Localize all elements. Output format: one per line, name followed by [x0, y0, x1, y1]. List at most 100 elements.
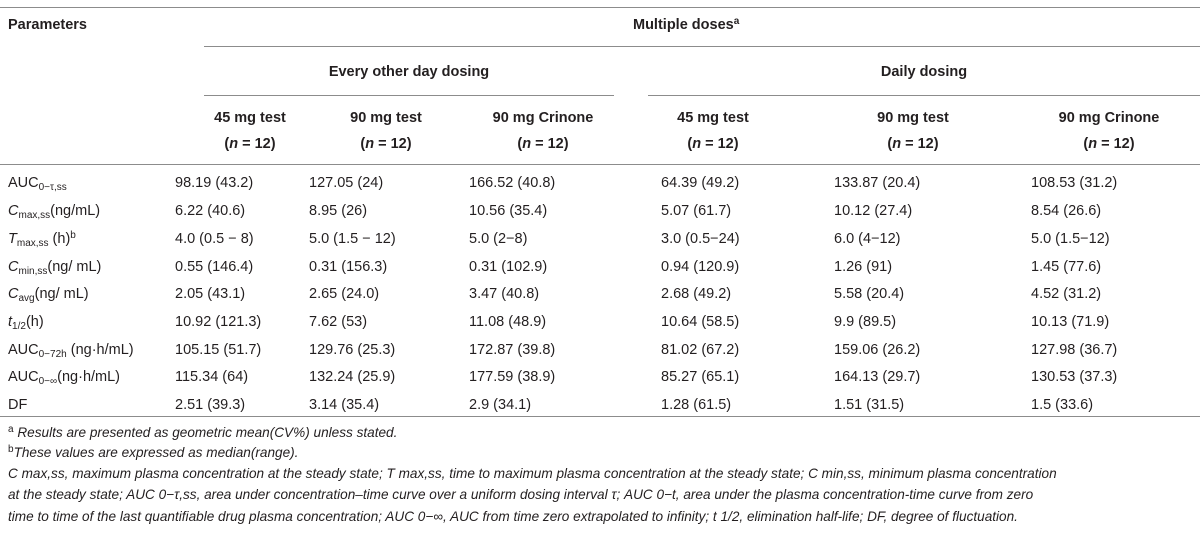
table-cell: 10.56 (35.4)	[469, 203, 548, 219]
table-cell: 64.39 (49.2)	[661, 175, 740, 191]
abbreviations-line-3: time to time of the last quantifiable dr…	[8, 509, 1018, 524]
table-cell: 2.65 (24.0)	[309, 286, 380, 302]
col-n: (n = 12)	[360, 136, 412, 152]
col-header-3: 90 mg Crinone (n = 12)	[463, 110, 623, 153]
col-header-6: 90 mg Crinone (n = 12)	[1029, 110, 1189, 153]
group-eod-header: Every other day dosing	[328, 64, 490, 80]
col-n: (n = 12)	[887, 136, 939, 152]
abbreviations-line-1: C max,ss, maximum plasma concentration a…	[8, 466, 1057, 481]
table-cell: 5.0 (1.5 − 12)	[309, 231, 396, 247]
col-dose: 45 mg test	[677, 110, 749, 126]
table-cell: 108.53 (31.2)	[1031, 175, 1118, 191]
table-cell: 115.34 (64)	[175, 369, 249, 385]
col-dose: 90 mg Crinone	[1058, 110, 1160, 126]
top-rule	[0, 7, 1200, 8]
table-cell: 98.19 (43.2)	[175, 175, 254, 191]
col-n: (n = 12)	[687, 136, 739, 152]
col-dose: 90 mg Crinone	[492, 110, 594, 126]
row-label-cavg: Cavg(ng/ mL)	[8, 286, 89, 304]
table-cell: 11.08 (48.9)	[469, 314, 547, 330]
col-header-1: 45 mg test (n = 12)	[170, 110, 330, 153]
table-cell: 10.92 (121.3)	[175, 314, 262, 330]
table-cell: 3.14 (35.4)	[309, 397, 380, 413]
multiple-doses-label: Multiple doses	[633, 17, 734, 33]
table-cell: 159.06 (26.2)	[834, 342, 921, 358]
table-cell: 0.94 (120.9)	[661, 259, 740, 275]
table-cell: 6.22 (40.6)	[175, 203, 246, 219]
row-label-auc-tau: AUC0−τ,ss	[8, 175, 67, 193]
row-label-auc-inf: AUC0−∞(ng·h/mL)	[8, 369, 121, 387]
table-cell: 0.55 (146.4)	[175, 259, 254, 275]
table-cell: 132.24 (25.9)	[309, 369, 396, 385]
col-header-2: 90 mg test (n = 12)	[306, 110, 466, 153]
table-cell: 129.76 (25.3)	[309, 342, 396, 358]
table-cell: 177.59 (38.9)	[469, 369, 556, 385]
table-cell: 130.53 (37.3)	[1031, 369, 1118, 385]
table-cell: 164.13 (29.7)	[834, 369, 921, 385]
table-cell: 4.0 (0.5 − 8)	[175, 231, 254, 247]
table-cell: 10.13 (71.9)	[1031, 314, 1110, 330]
table-cell: 5.0 (1.5−12)	[1031, 231, 1110, 247]
table-cell: 133.87 (20.4)	[834, 175, 921, 191]
table-cell: 1.5 (33.6)	[1031, 397, 1094, 413]
table-cell: 0.31 (156.3)	[309, 259, 388, 275]
footnote-b: bThese values are expressed as median(ra…	[8, 445, 298, 461]
table-cell: 3.47 (40.8)	[469, 286, 540, 302]
footnote-b-text: These values are expressed as median(ran…	[13, 445, 299, 460]
abbreviations-line-2: at the steady state; AUC 0−τ,ss, area un…	[8, 487, 1034, 502]
table-cell: 0.31 (102.9)	[469, 259, 548, 275]
col-n: (n = 12)	[224, 136, 276, 152]
col-n: (n = 12)	[517, 136, 569, 152]
col-n: (n = 12)	[1083, 136, 1135, 152]
table-cell: 2.05 (43.1)	[175, 286, 246, 302]
table-cell: 5.0 (2−8)	[469, 231, 528, 247]
row-label-cmax: Cmax,ss(ng/mL)	[8, 203, 101, 221]
row-label-tmax: Tmax,ss (h)b	[8, 230, 76, 249]
col-dose: 90 mg test	[350, 110, 422, 126]
eod-group-rule	[204, 95, 614, 96]
table-cell: 5.07 (61.7)	[661, 203, 732, 219]
table-cell: 1.26 (91)	[834, 259, 893, 275]
col-header-4: 45 mg test (n = 12)	[633, 110, 793, 153]
table-cell: 7.62 (53)	[309, 314, 368, 330]
table-cell: 2.51 (39.3)	[175, 397, 246, 413]
col-dose: 90 mg test	[877, 110, 949, 126]
table-cell: 1.51 (31.5)	[834, 397, 905, 413]
table-bottom-rule	[0, 416, 1200, 417]
table-cell: 5.58 (20.4)	[834, 286, 905, 302]
header-bottom-rule	[0, 164, 1200, 165]
table-cell: 172.87 (39.8)	[469, 342, 556, 358]
table-cell: 1.45 (77.6)	[1031, 259, 1102, 275]
table-cell: 9.9 (89.5)	[834, 314, 897, 330]
multiple-doses-rule	[204, 46, 1200, 47]
table-cell: 1.28 (61.5)	[661, 397, 732, 413]
row-label-auc-72h: AUC0−72h (ng·h/mL)	[8, 342, 134, 360]
col-dose: 45 mg test	[214, 110, 286, 126]
table-cell: 81.02 (67.2)	[661, 342, 740, 358]
table-cell: 4.52 (31.2)	[1031, 286, 1102, 302]
table-cell: 10.64 (58.5)	[661, 314, 740, 330]
table-cell: 85.27 (65.1)	[661, 369, 740, 385]
table-cell: 8.54 (26.6)	[1031, 203, 1102, 219]
parameters-header: Parameters	[8, 17, 87, 33]
daily-group-rule	[648, 95, 1200, 96]
footnote-a-mark: a	[8, 424, 14, 435]
table-cell: 10.12 (27.4)	[834, 203, 913, 219]
group-daily-header: Daily dosing	[880, 64, 968, 80]
table-cell: 166.52 (40.8)	[469, 175, 556, 191]
row-label-thalf: t1/2(h)	[8, 314, 44, 332]
multiple-doses-sup: a	[733, 16, 740, 27]
table-cell: 127.05 (24)	[309, 175, 384, 191]
col-header-5: 90 mg test (n = 12)	[833, 110, 993, 153]
table-cell: 2.68 (49.2)	[661, 286, 732, 302]
table-cell: 8.95 (26)	[309, 203, 368, 219]
footnote-a-text: Results are presented as geometric mean(…	[13, 425, 398, 440]
multiple-doses-header: Multiple dosesa	[633, 17, 739, 34]
table-cell: 105.15 (51.7)	[175, 342, 262, 358]
footnote-a: a Results are presented as geometric mea…	[8, 425, 397, 441]
table-cell: 127.98 (36.7)	[1031, 342, 1118, 358]
table-cell: 2.9 (34.1)	[469, 397, 532, 413]
footnote-b-mark: b	[8, 444, 14, 455]
row-label-df: DF	[8, 397, 28, 413]
